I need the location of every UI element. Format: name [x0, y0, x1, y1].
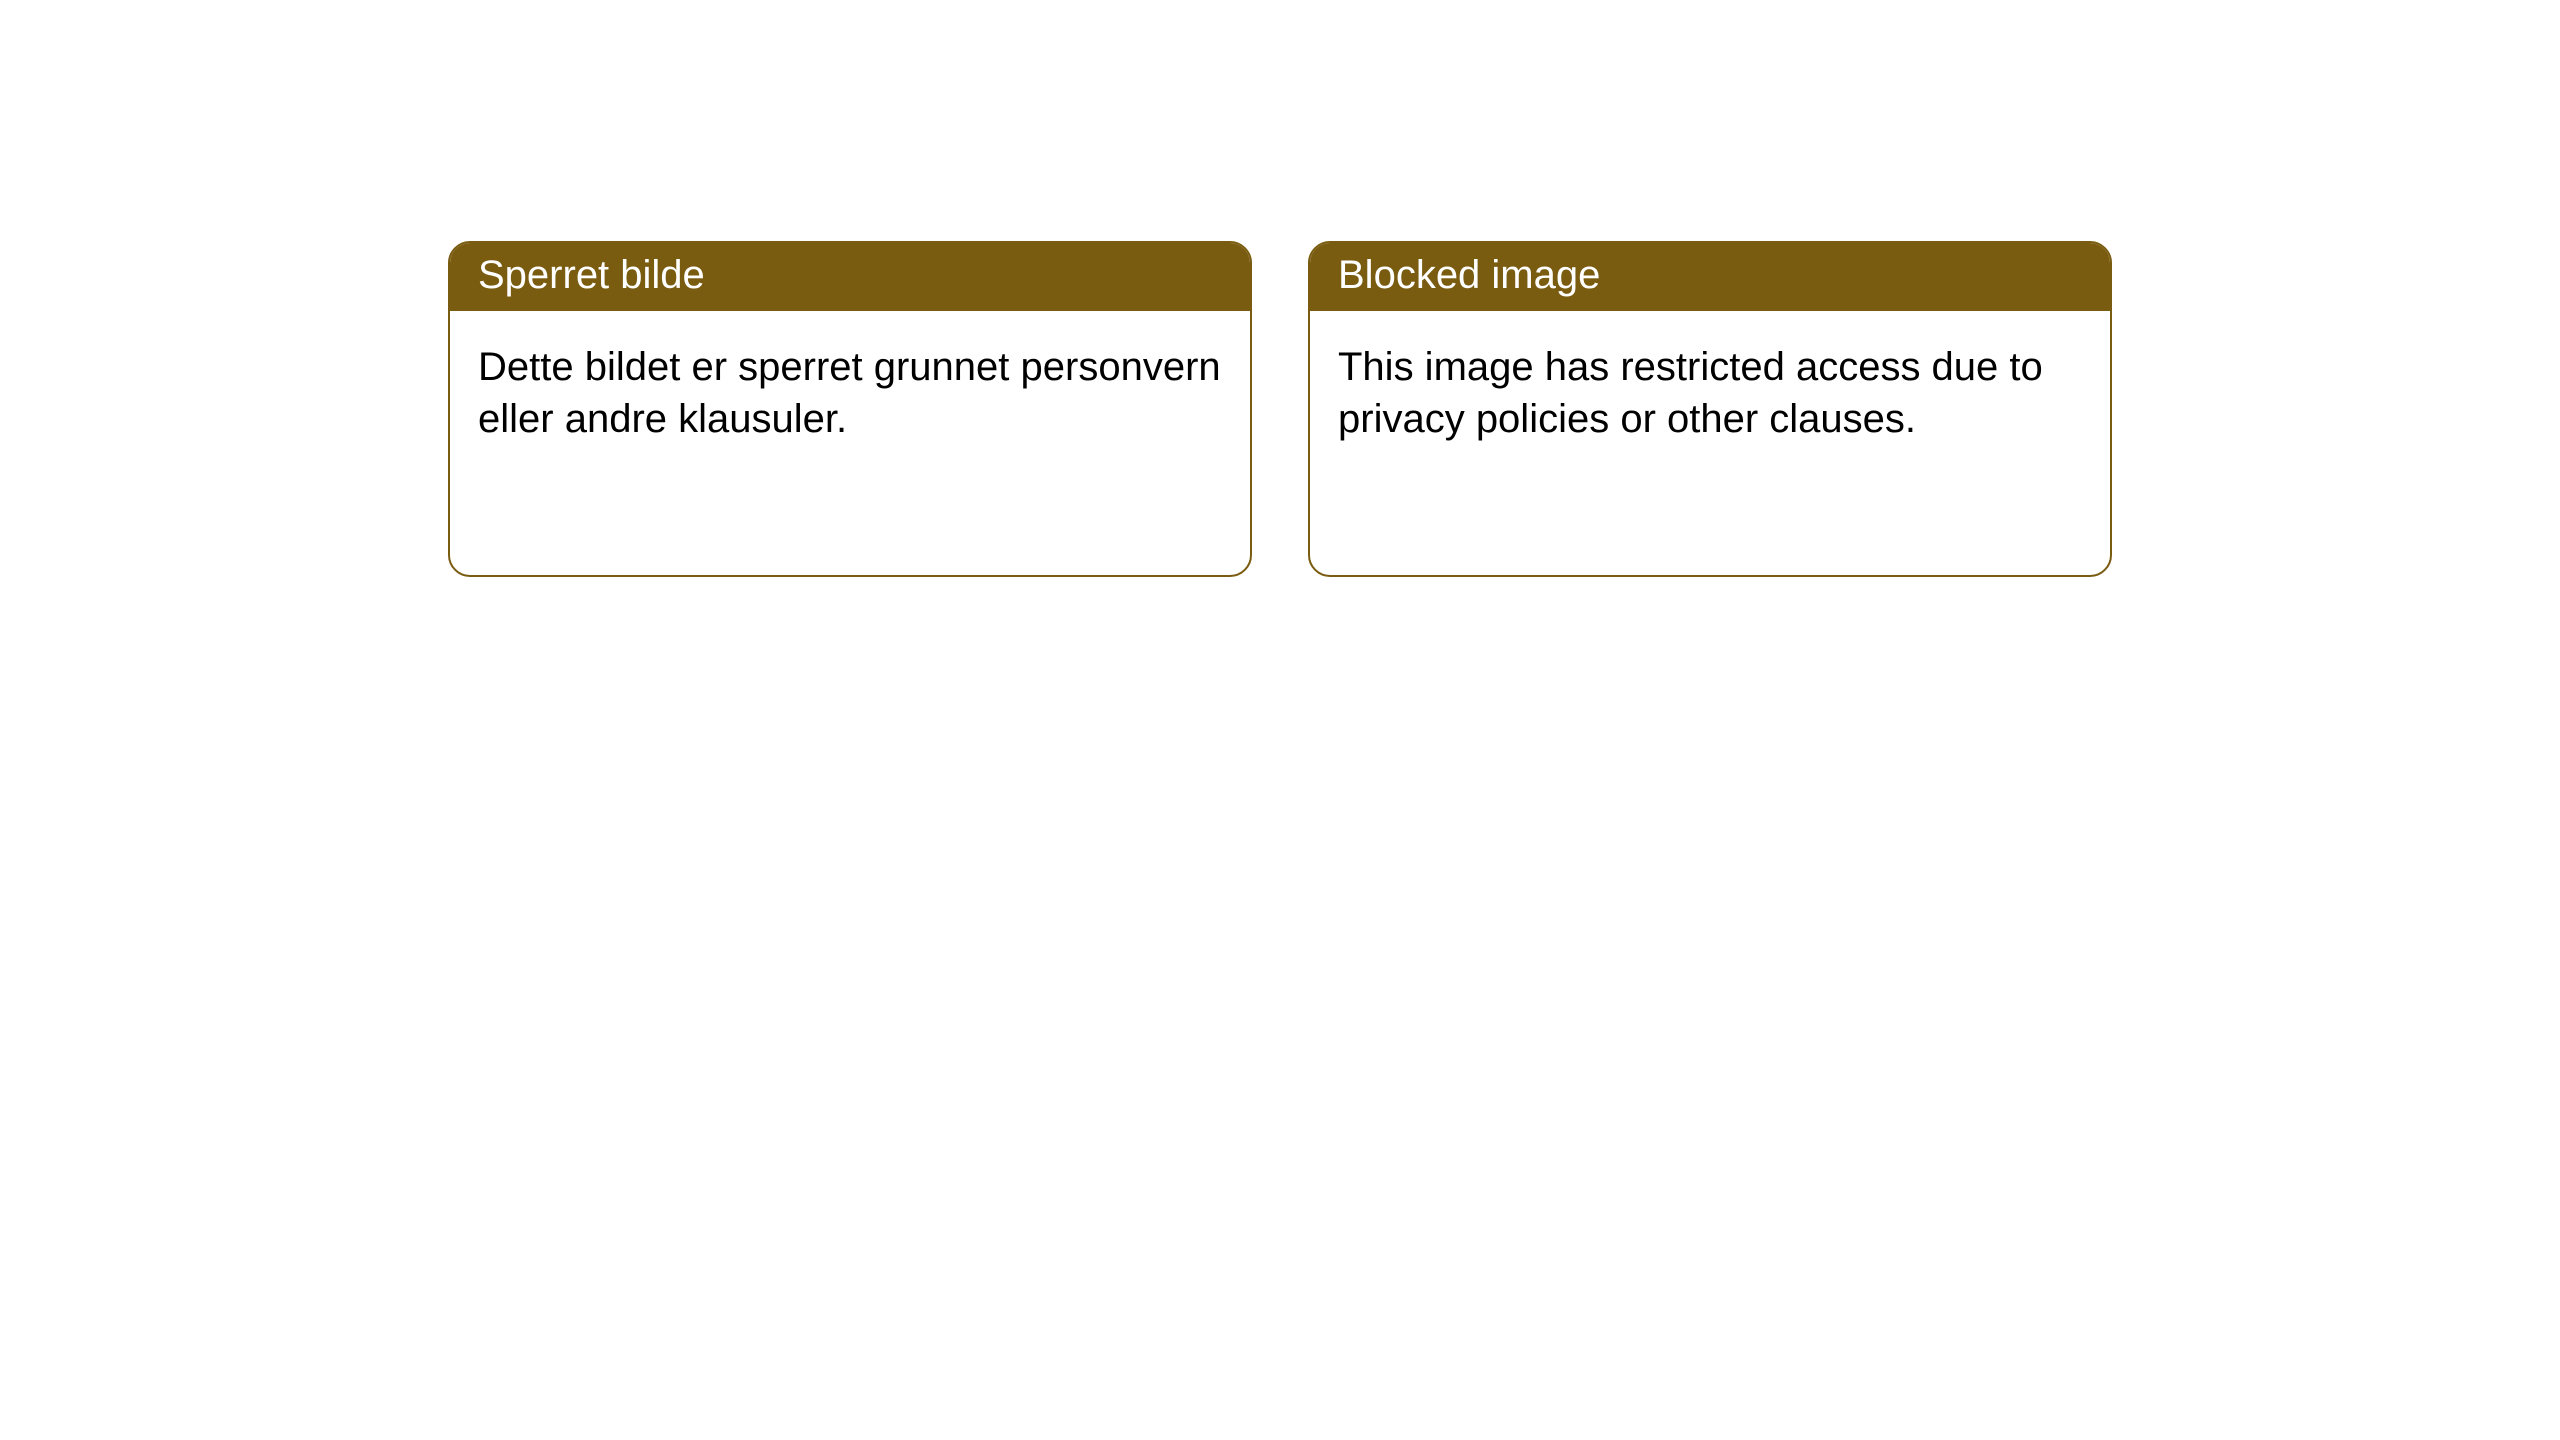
notice-card-norwegian: Sperret bilde Dette bildet er sperret gr…	[448, 241, 1252, 577]
card-header: Sperret bilde	[450, 243, 1250, 311]
card-body-text: Dette bildet er sperret grunnet personve…	[478, 345, 1221, 441]
notice-card-english: Blocked image This image has restricted …	[1308, 241, 2112, 577]
notice-container: Sperret bilde Dette bildet er sperret gr…	[0, 0, 2560, 577]
card-title: Sperret bilde	[478, 253, 705, 297]
card-body-text: This image has restricted access due to …	[1338, 345, 2043, 441]
card-title: Blocked image	[1338, 253, 1600, 297]
card-body: Dette bildet er sperret grunnet personve…	[450, 311, 1250, 475]
card-header: Blocked image	[1310, 243, 2110, 311]
card-body: This image has restricted access due to …	[1310, 311, 2110, 475]
